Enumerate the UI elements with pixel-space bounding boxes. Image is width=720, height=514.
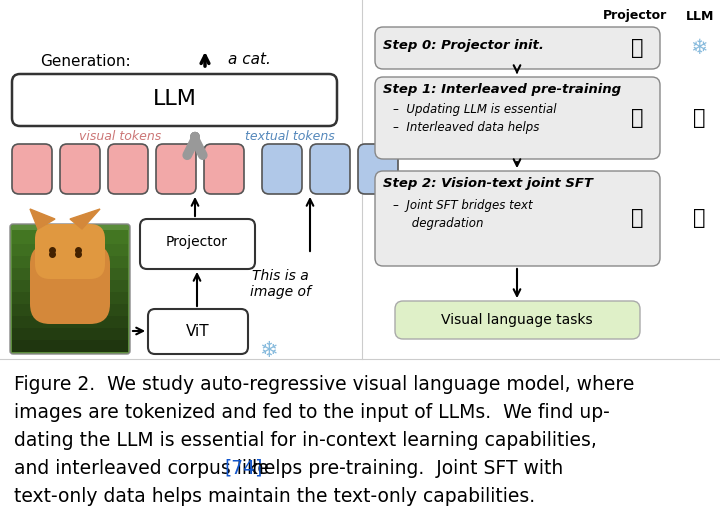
FancyBboxPatch shape [12, 278, 128, 292]
Text: 🔥: 🔥 [693, 108, 706, 128]
FancyBboxPatch shape [140, 219, 255, 269]
Text: ViT: ViT [186, 323, 210, 339]
FancyBboxPatch shape [12, 290, 128, 304]
FancyBboxPatch shape [35, 224, 105, 279]
Text: Visual language tasks: Visual language tasks [441, 313, 593, 327]
FancyBboxPatch shape [156, 144, 196, 194]
Text: –  Updating LLM is essential: – Updating LLM is essential [393, 102, 557, 116]
Polygon shape [30, 209, 55, 229]
Text: Projector: Projector [166, 235, 228, 249]
FancyBboxPatch shape [60, 144, 100, 194]
FancyBboxPatch shape [12, 326, 128, 340]
Text: 🔥: 🔥 [693, 209, 706, 229]
Text: Projector: Projector [603, 9, 667, 23]
FancyBboxPatch shape [12, 338, 128, 352]
FancyBboxPatch shape [375, 171, 660, 266]
FancyBboxPatch shape [262, 144, 302, 194]
Text: –  Interleaved data helps: – Interleaved data helps [393, 120, 539, 134]
Text: Figure 2.  We study auto-regressive visual language model, where: Figure 2. We study auto-regressive visua… [14, 375, 634, 394]
Text: images are tokenized and fed to the input of LLMs.  We find up-: images are tokenized and fed to the inpu… [14, 402, 610, 421]
FancyBboxPatch shape [148, 309, 248, 354]
Text: a cat.: a cat. [228, 51, 271, 66]
Polygon shape [70, 209, 100, 229]
FancyBboxPatch shape [12, 230, 128, 244]
FancyBboxPatch shape [12, 74, 337, 126]
FancyBboxPatch shape [310, 144, 350, 194]
Text: –  Joint SFT bridges text: – Joint SFT bridges text [393, 199, 533, 212]
FancyBboxPatch shape [10, 224, 130, 354]
Text: 🔥: 🔥 [631, 209, 643, 229]
FancyBboxPatch shape [358, 144, 398, 194]
Text: degradation: degradation [393, 217, 484, 230]
FancyBboxPatch shape [12, 314, 128, 328]
Text: dating the LLM is essential for in-context learning capabilities,: dating the LLM is essential for in-conte… [14, 431, 597, 450]
Text: 🔥: 🔥 [631, 38, 643, 58]
Text: ❄: ❄ [258, 341, 277, 361]
FancyBboxPatch shape [375, 77, 660, 159]
Text: LLM: LLM [686, 9, 714, 23]
Text: LLM: LLM [153, 89, 197, 109]
FancyBboxPatch shape [204, 144, 244, 194]
Text: helps pre-training.  Joint SFT with: helps pre-training. Joint SFT with [246, 458, 563, 478]
Text: ❄: ❄ [690, 38, 708, 58]
Text: [74]: [74] [224, 458, 263, 478]
Text: 🔥: 🔥 [631, 108, 643, 128]
FancyBboxPatch shape [108, 144, 148, 194]
FancyBboxPatch shape [375, 27, 660, 69]
FancyBboxPatch shape [395, 301, 640, 339]
FancyBboxPatch shape [12, 144, 52, 194]
Text: text-only data helps maintain the text-only capabilities.: text-only data helps maintain the text-o… [14, 486, 535, 505]
FancyBboxPatch shape [12, 254, 128, 268]
Text: and interleaved corpus like: and interleaved corpus like [14, 458, 275, 478]
Text: Step 0: Projector init.: Step 0: Projector init. [383, 40, 544, 52]
FancyBboxPatch shape [12, 266, 128, 280]
Text: visual tokens: visual tokens [79, 131, 161, 143]
Text: Step 1: Interleaved pre-training: Step 1: Interleaved pre-training [383, 83, 621, 96]
FancyBboxPatch shape [12, 242, 128, 256]
Text: Step 2: Vision-text joint SFT: Step 2: Vision-text joint SFT [383, 176, 593, 190]
Text: This is a
image of: This is a image of [250, 269, 310, 299]
FancyBboxPatch shape [30, 244, 110, 324]
Text: Generation:: Generation: [40, 54, 130, 69]
Text: textual tokens: textual tokens [245, 131, 335, 143]
FancyBboxPatch shape [12, 302, 128, 316]
